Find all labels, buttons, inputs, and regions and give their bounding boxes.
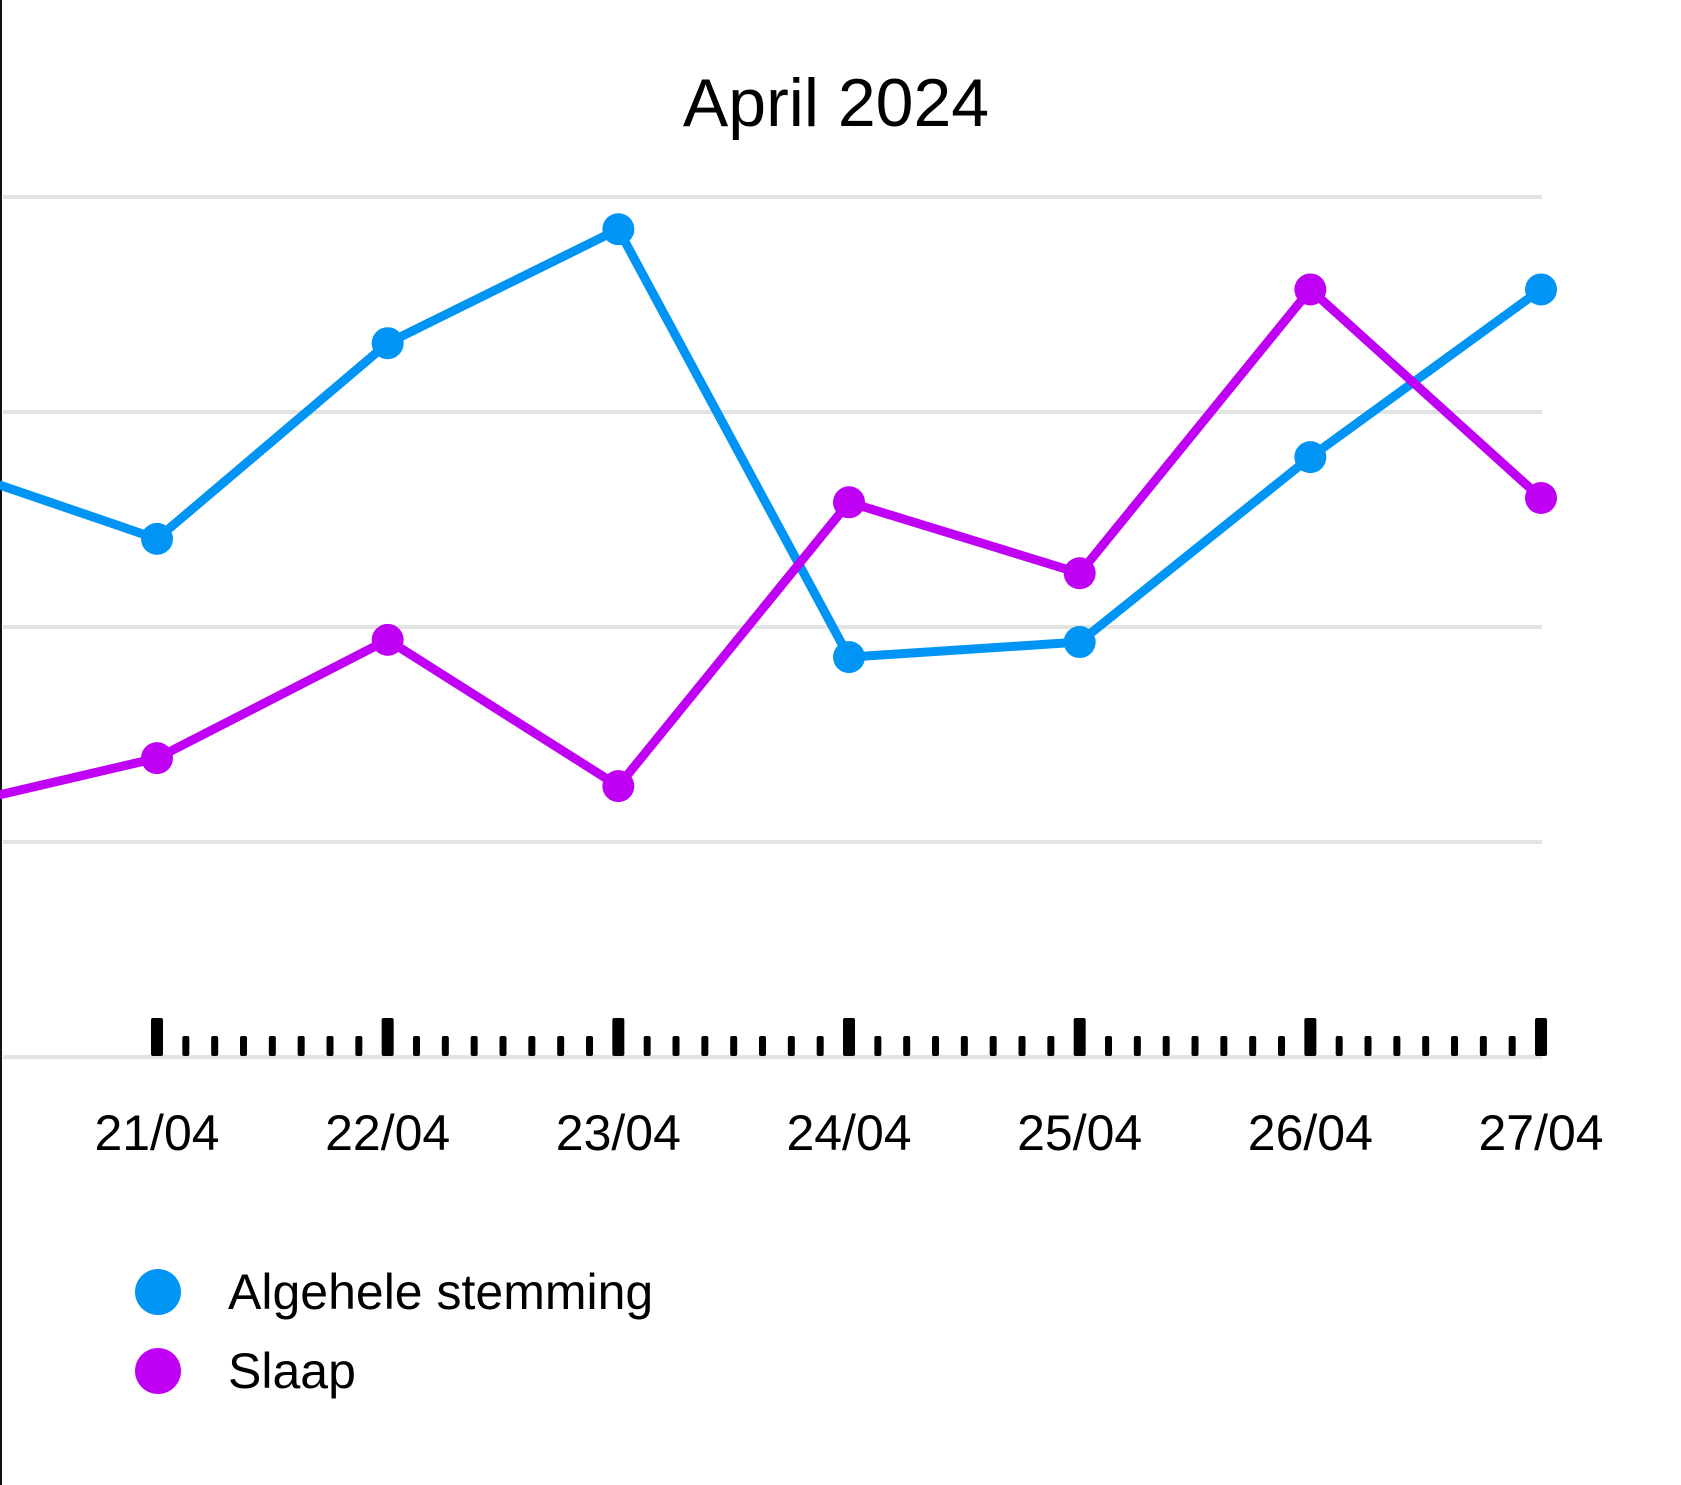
data-point <box>1525 482 1558 514</box>
minor-tick <box>1249 1036 1257 1056</box>
minor-tick <box>1191 1036 1199 1056</box>
minor-tick <box>1422 1036 1430 1056</box>
minor-tick <box>903 1036 911 1056</box>
minor-tick <box>1508 1036 1516 1056</box>
series-lines <box>0 213 1558 803</box>
series-stemming <box>0 213 1558 674</box>
minor-tick <box>701 1036 709 1056</box>
minor-tick <box>1364 1036 1372 1056</box>
minor-tick <box>989 1036 997 1056</box>
data-point <box>1294 441 1327 474</box>
minor-tick <box>211 1036 219 1056</box>
minor-tick <box>787 1036 795 1056</box>
data-point <box>141 742 173 775</box>
series-line <box>0 284 1546 800</box>
minor-tick <box>643 1036 651 1056</box>
minor-tick <box>1278 1036 1286 1056</box>
minor-tick <box>960 1036 968 1056</box>
x-tick-label: 24/04 <box>786 1105 911 1161</box>
data-point <box>371 623 404 656</box>
minor-tick <box>528 1036 536 1056</box>
major-tick <box>1304 1018 1317 1056</box>
x-tick-label: 21/04 <box>94 1105 219 1161</box>
minor-tick <box>759 1036 767 1056</box>
grid-lines <box>3 195 1542 1059</box>
data-point <box>602 213 635 246</box>
data-point <box>1294 273 1327 306</box>
minor-tick <box>1105 1036 1113 1056</box>
major-tick <box>381 1018 394 1056</box>
legend-marker <box>135 1348 181 1394</box>
minor-tick <box>441 1036 449 1056</box>
data-point <box>1063 557 1096 590</box>
minor-tick <box>355 1036 363 1056</box>
minor-tick <box>1018 1036 1026 1056</box>
minor-tick <box>1451 1036 1459 1056</box>
minor-tick <box>326 1036 334 1056</box>
data-point <box>371 327 404 360</box>
major-tick <box>843 1018 856 1056</box>
minor-tick <box>268 1036 276 1056</box>
minor-tick <box>586 1036 594 1056</box>
x-tick-label: 26/04 <box>1248 1105 1373 1161</box>
legend: Algehele stemming Slaap <box>135 1264 653 1399</box>
minor-tick <box>1393 1036 1401 1056</box>
series-line <box>0 224 1546 662</box>
minor-tick <box>470 1036 478 1056</box>
legend-label: Slaap <box>228 1343 356 1399</box>
minor-tick <box>1335 1036 1343 1056</box>
minor-tick <box>1133 1036 1141 1056</box>
x-axis-labels: 21/04 22/04 23/04 24/04 25/04 26/04 27/04 <box>94 1105 1603 1161</box>
data-point <box>141 522 173 555</box>
chart-title: April 2024 <box>683 65 989 141</box>
x-tick-label: 23/04 <box>556 1105 681 1161</box>
minor-tick <box>730 1036 738 1056</box>
data-point <box>833 641 866 674</box>
series-slaap <box>0 273 1558 803</box>
minor-tick <box>557 1036 565 1056</box>
minor-tick <box>1047 1036 1055 1056</box>
legend-marker <box>135 1269 181 1315</box>
minor-tick <box>672 1036 680 1056</box>
major-tick <box>612 1018 625 1056</box>
data-point <box>602 770 635 803</box>
minor-tick <box>1220 1036 1228 1056</box>
major-tick <box>1073 1018 1086 1056</box>
minor-tick <box>816 1036 824 1056</box>
minor-tick <box>499 1036 507 1056</box>
x-axis-ticks <box>151 1018 1548 1056</box>
legend-label: Algehele stemming <box>228 1264 653 1320</box>
minor-tick <box>297 1036 305 1056</box>
minor-tick <box>932 1036 940 1056</box>
major-tick <box>1535 1018 1548 1056</box>
minor-tick <box>1162 1036 1170 1056</box>
data-point <box>833 486 866 519</box>
minor-tick <box>182 1036 190 1056</box>
data-point <box>1063 626 1096 659</box>
x-tick-label: 25/04 <box>1017 1105 1142 1161</box>
minor-tick <box>874 1036 882 1056</box>
x-tick-label: 22/04 <box>325 1105 450 1161</box>
left-border-line <box>0 0 2 1485</box>
data-point <box>1525 273 1558 306</box>
major-tick <box>151 1018 163 1056</box>
minor-tick <box>413 1036 421 1056</box>
minor-tick <box>240 1036 248 1056</box>
x-tick-label: 27/04 <box>1478 1105 1603 1161</box>
minor-tick <box>1479 1036 1487 1056</box>
